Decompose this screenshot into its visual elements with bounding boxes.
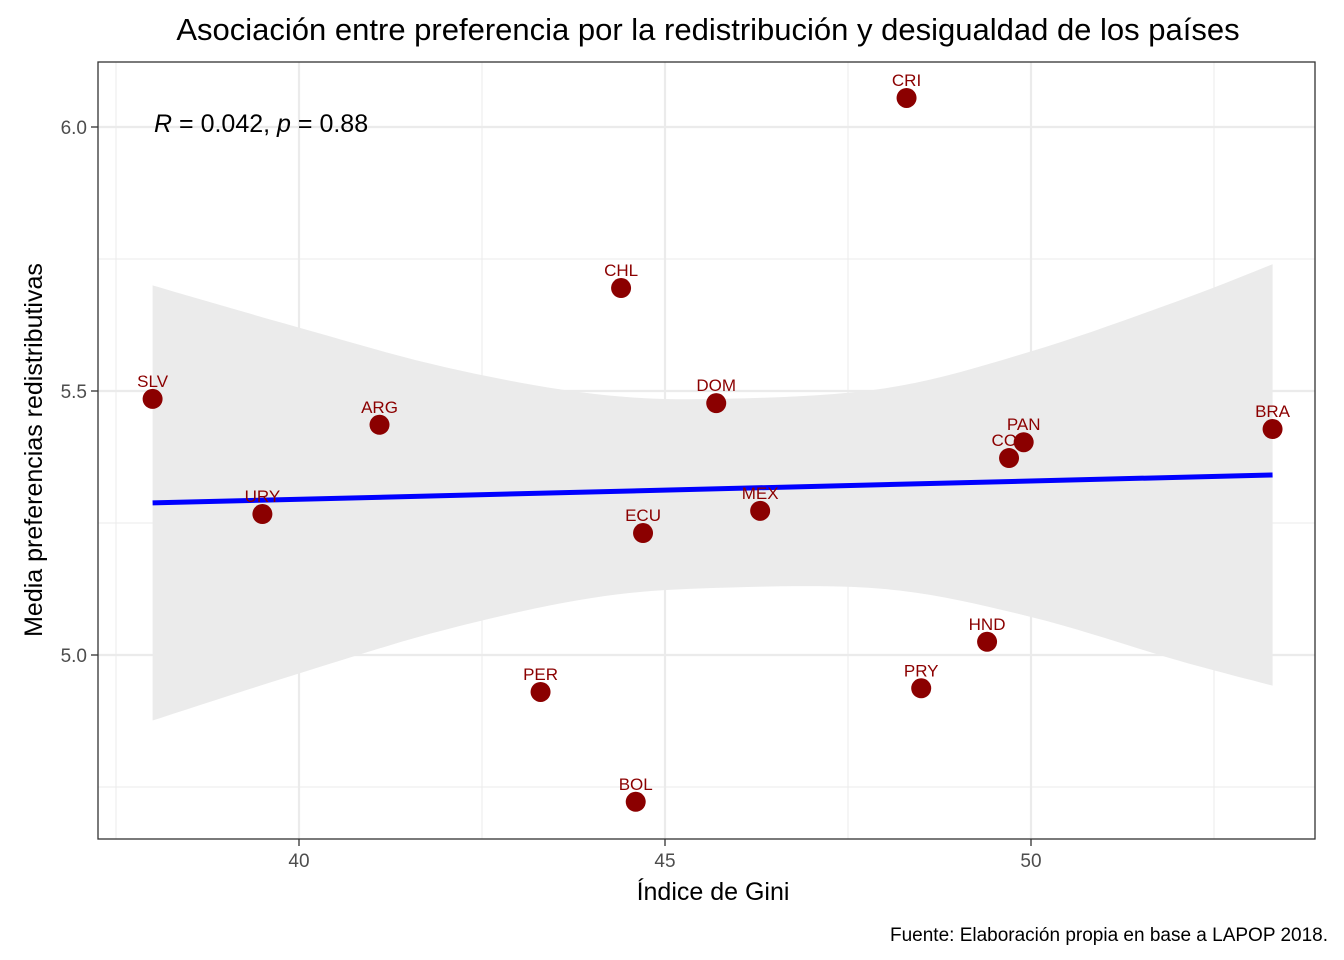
correlation-annotation: R = 0.042, p = 0.88: [154, 110, 368, 138]
point-label-bra: BRA: [1255, 402, 1291, 421]
point-label-hnd: HND: [969, 615, 1006, 634]
regression-line: [152, 472, 1273, 506]
p-symbol: p: [276, 110, 291, 138]
confidence-band: [152, 264, 1273, 721]
point-label-cri: CRI: [892, 71, 921, 90]
sep: ,: [263, 110, 277, 138]
point-label-pry: PRY: [904, 661, 939, 680]
data-point-chl: [611, 278, 632, 299]
y-tick-label: 5.5: [61, 382, 87, 403]
r-eq: =: [172, 110, 201, 138]
data-point-per: [530, 681, 551, 702]
y-tick-label: 5.0: [61, 646, 87, 667]
chart-title: Asociación entre preferencia por la redi…: [176, 12, 1239, 47]
point-label-ury: URY: [245, 487, 281, 506]
r-symbol: R: [154, 110, 172, 138]
data-point-bol: [625, 791, 646, 812]
x-tick-label: 50: [1020, 851, 1041, 872]
point-label-slv: SLV: [137, 372, 169, 391]
point-label-bol: BOL: [619, 775, 653, 794]
point-label-arg: ARG: [361, 398, 398, 417]
x-axis-label: Índice de Gini: [637, 877, 790, 906]
data-point-dom: [706, 393, 727, 414]
data-point-arg: [369, 414, 390, 435]
confidence-band-layer: [152, 264, 1273, 721]
regression-line-layer: [152, 472, 1273, 506]
points-layer: [142, 87, 1283, 812]
data-point-pan: [1013, 432, 1034, 453]
point-label-chl: CHL: [604, 261, 638, 280]
data-point-slv: [142, 388, 163, 409]
r-value: 0.042: [201, 110, 264, 138]
point-label-per: PER: [523, 665, 558, 684]
caption: Fuente: Elaboración propia en base a LAP…: [890, 925, 1328, 946]
data-point-pry: [911, 678, 932, 699]
data-point-ury: [252, 504, 273, 525]
data-point-cri: [896, 87, 917, 108]
point-label-pan: PAN: [1007, 415, 1041, 434]
x-tick-label: 40: [288, 851, 309, 872]
axes-layer: 40 45 50 5.0 5.5 6.0: [61, 118, 1042, 872]
data-point-mex: [750, 500, 771, 521]
point-label-mex: MEX: [742, 484, 779, 503]
data-point-hnd: [977, 631, 998, 652]
panel-border: [97, 61, 1316, 840]
p-value: 0.88: [319, 110, 368, 138]
y-tick-label: 6.0: [61, 118, 87, 139]
point-label-dom: DOM: [696, 376, 736, 395]
point-label-ecu: ECU: [625, 506, 661, 525]
data-point-ecu: [633, 523, 654, 544]
data-point-bra: [1262, 419, 1283, 440]
x-tick-label: 45: [654, 851, 675, 872]
point-label-col: COL: [992, 431, 1027, 450]
p-eq: =: [291, 110, 320, 138]
y-axis-label: Media preferencias redistributivas: [20, 263, 48, 637]
data-point-col: [999, 448, 1020, 469]
